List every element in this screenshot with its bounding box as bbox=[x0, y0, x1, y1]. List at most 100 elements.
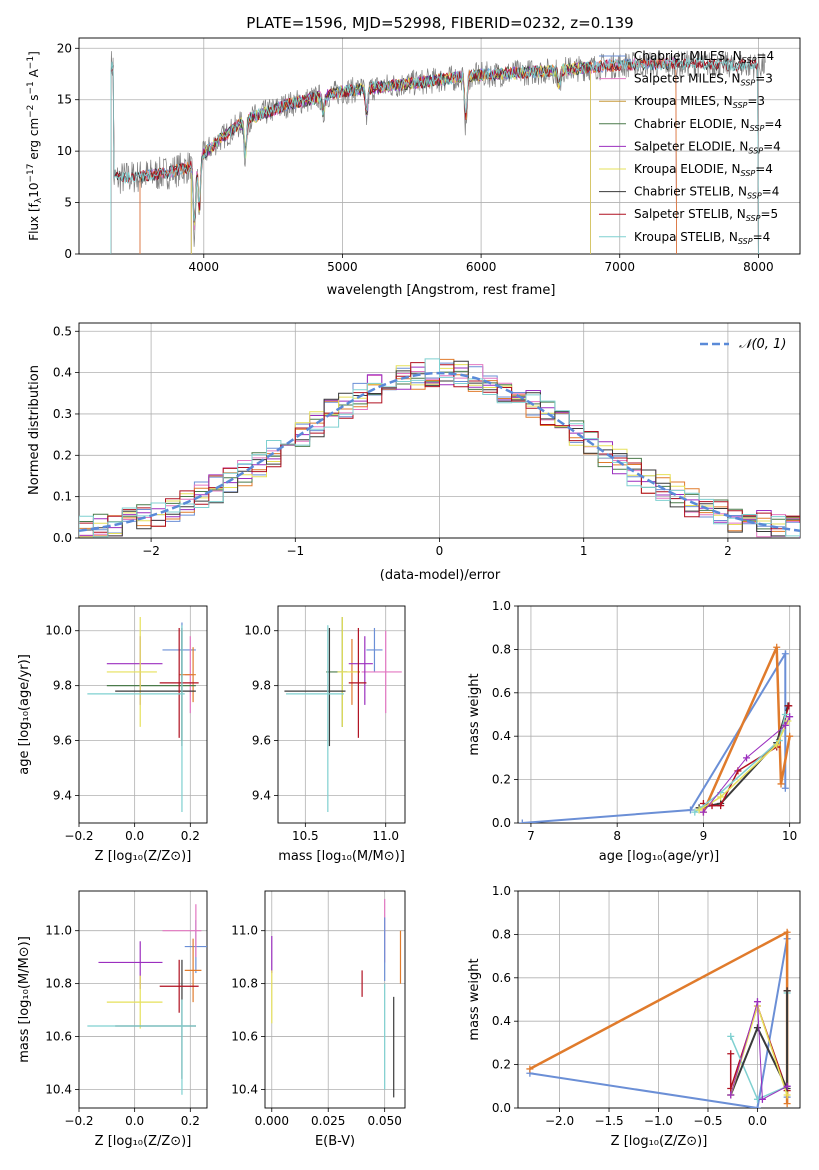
x-tick-label: 8 bbox=[613, 829, 621, 843]
weight-marker bbox=[785, 702, 793, 710]
weight-marker bbox=[753, 1024, 761, 1032]
weight-marker bbox=[743, 754, 751, 762]
spectrum-panel: 4000 5000 6000 7000 8000 0 5 10 15 20 wavelength [… bbox=[26, 37, 801, 298]
weight-marker bbox=[783, 1091, 791, 1099]
legend-entry: Salpeter MILES, NSSP=3 bbox=[634, 72, 773, 88]
weight-line-krou_elodie bbox=[729, 1003, 788, 1096]
weight-marker bbox=[727, 1032, 735, 1040]
weight-marker bbox=[727, 1050, 735, 1058]
weight-line-orange bbox=[702, 646, 791, 813]
y-tick-label: 0.8 bbox=[492, 927, 511, 941]
y-tick-label: 10.0 bbox=[244, 624, 271, 638]
y-tick-label: 0.6 bbox=[492, 971, 511, 985]
x-tick-label: −0.2 bbox=[64, 829, 93, 843]
y-tick-label: 0.1 bbox=[53, 490, 72, 504]
spectrum-model-chab_miles bbox=[139, 57, 677, 254]
legend-normal-label: 𝒩(0, 1) bbox=[739, 337, 786, 352]
weight-marker bbox=[773, 643, 781, 651]
weight-line-chab_stelib bbox=[729, 990, 789, 1096]
plot-area bbox=[110, 50, 766, 254]
axes-frame bbox=[264, 890, 406, 1109]
x-tick-label: 9 bbox=[700, 829, 708, 843]
spectrum-model-krou_miles bbox=[139, 57, 677, 254]
normal-curve bbox=[79, 371, 800, 533]
x-tick-label: −0.2 bbox=[64, 1114, 93, 1128]
x-tick-label: 0 bbox=[436, 544, 444, 558]
weight-marker bbox=[717, 802, 725, 810]
x-axis-label: age [log₁₀(age/yr)] bbox=[599, 849, 720, 864]
spectrum-model-krou_stelib bbox=[110, 57, 759, 254]
weight-marker bbox=[526, 1065, 534, 1073]
x-tick-label: 0.050 bbox=[367, 1114, 401, 1128]
x-axis-label: wavelength [Angstrom, rest frame] bbox=[327, 283, 556, 298]
y-tick-label: 0.8 bbox=[492, 642, 511, 656]
y-tick-label: 0.4 bbox=[492, 1014, 511, 1028]
weight-marker bbox=[786, 713, 794, 721]
y-axis-label: mass weight bbox=[467, 673, 482, 755]
y-tick-label: 10.4 bbox=[45, 1082, 72, 1096]
axes-frame bbox=[78, 890, 208, 1109]
y-tick-label: 5 bbox=[64, 196, 72, 210]
legend-entry: Kroupa ELODIE, NSSP=4 bbox=[634, 162, 773, 178]
y-tick-label: 0.6 bbox=[492, 686, 511, 700]
legend-entry: Salpeter ELODIE, NSSP=4 bbox=[634, 139, 781, 155]
weight-marker bbox=[717, 793, 725, 801]
y-tick-label: 0.4 bbox=[53, 366, 72, 380]
grid bbox=[265, 891, 405, 1108]
age-vs-mass-panel: 10.5 11.0 9.4 9.6 9.8 10.0 mass [log₁₀(M/M⊙)] bbox=[244, 605, 406, 864]
x-tick-label: −0.5 bbox=[693, 1114, 722, 1128]
weight-marker bbox=[691, 808, 699, 816]
weight-marker bbox=[777, 780, 785, 788]
y-tick-label: 9.4 bbox=[53, 789, 72, 803]
weight-marker bbox=[781, 711, 789, 718]
figure-title: PLATE=1596, MJD=52998, FIBERID=0232, z=0… bbox=[246, 14, 633, 32]
y-tick-label: 0.5 bbox=[53, 324, 72, 338]
y-axis-label: Normed distribution bbox=[27, 365, 42, 495]
weight-marker bbox=[783, 1100, 791, 1108]
y-tick-label: 10.6 bbox=[231, 1030, 258, 1044]
x-tick-label: 4000 bbox=[189, 260, 220, 274]
plot-area bbox=[271, 898, 402, 1098]
grid bbox=[518, 605, 800, 824]
x-tick-label: 5000 bbox=[327, 260, 358, 274]
y-tick-label: 1.0 bbox=[492, 884, 511, 898]
legend: Chabrier MILES, NSSP=4 Salpeter MILES, NS… bbox=[599, 49, 782, 246]
residuals-panel: −2 −1 0 1 2 0.0 0.1 0.2 0.3 0.4 0.5 𝒩(0, 1) (data-mo… bbox=[27, 322, 801, 583]
axes-frame bbox=[517, 605, 801, 824]
x-tick-label: −1 bbox=[286, 544, 304, 558]
y-tick-label: 20 bbox=[57, 41, 72, 55]
y-tick-label: 0.4 bbox=[492, 729, 511, 743]
weight-marker bbox=[781, 784, 789, 792]
y-tick-label: 9.6 bbox=[252, 734, 271, 748]
weight-marker bbox=[783, 987, 791, 995]
y-tick-label: 1.0 bbox=[492, 599, 511, 613]
weight-marker bbox=[699, 808, 707, 816]
x-tick-label: 0.2 bbox=[181, 1114, 200, 1128]
weight-vs-metallicity-panel: −2.0 −1.5 −1.0 −0.5 0.0 0.0 0.2 0.4 0.6 0.8 1.0 Z [… bbox=[467, 884, 801, 1149]
plot-area bbox=[284, 616, 402, 813]
x-tick-label: −2.0 bbox=[545, 1114, 574, 1128]
axes-frame bbox=[78, 322, 801, 539]
y-tick-label: 0.2 bbox=[492, 1058, 511, 1072]
weight-line-salp_elodie bbox=[730, 1001, 788, 1101]
weight-marker bbox=[773, 741, 781, 749]
legend-entry: Salpeter STELIB, NSSP=5 bbox=[634, 207, 778, 223]
y-tick-label: 0 bbox=[64, 247, 72, 261]
weight-line-salp_elodie bbox=[703, 716, 791, 813]
x-tick-label: 0.025 bbox=[311, 1114, 345, 1128]
y-axis-label: age [log₁₀(age/yr)] bbox=[17, 654, 32, 775]
weight-marker bbox=[695, 806, 703, 814]
y-tick-label: 9.6 bbox=[53, 734, 72, 748]
x-tick-label: 0.2 bbox=[181, 829, 200, 843]
x-tick-label: 7000 bbox=[604, 260, 635, 274]
histogram-salp_stelib bbox=[79, 362, 800, 537]
weight-marker bbox=[753, 1104, 761, 1108]
weight-marker bbox=[781, 721, 789, 729]
x-axis-label: E(B-V) bbox=[315, 1134, 355, 1149]
axes-frame bbox=[78, 37, 801, 255]
weight-marker bbox=[753, 998, 761, 1006]
grid bbox=[78, 891, 207, 1108]
weight-marker bbox=[708, 802, 716, 810]
y-tick-label: 11.0 bbox=[231, 924, 258, 938]
